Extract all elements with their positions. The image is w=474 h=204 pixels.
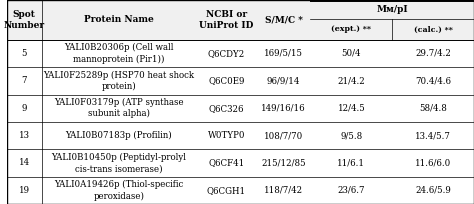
Text: Q6C0E9: Q6C0E9 — [208, 76, 245, 85]
Text: YALI0B07183p (Profilin): YALI0B07183p (Profilin) — [65, 131, 172, 140]
Text: Mм/pI: Mм/pI — [376, 5, 408, 14]
Text: 11.6/6.0: 11.6/6.0 — [415, 159, 451, 167]
Text: 96/9/14: 96/9/14 — [267, 76, 301, 85]
Text: YALI0B10450p (Peptidyl-prolyl
cis-trans isomerase): YALI0B10450p (Peptidyl-prolyl cis-trans … — [51, 153, 186, 173]
Text: (expt.) **: (expt.) ** — [331, 26, 371, 33]
Text: Spot
Number: Spot Number — [4, 10, 45, 30]
Text: 7: 7 — [21, 76, 27, 85]
Text: YALI0A19426p (Thiol-specific
peroxidase): YALI0A19426p (Thiol-specific peroxidase) — [55, 180, 183, 201]
Text: YALI0F03179p (ATP synthase
subunit alpha): YALI0F03179p (ATP synthase subunit alpha… — [54, 98, 184, 118]
Text: 13.4/5.7: 13.4/5.7 — [415, 131, 451, 140]
Text: 12/4.5: 12/4.5 — [337, 104, 365, 113]
Text: 70.4/4.6: 70.4/4.6 — [415, 76, 451, 85]
Text: 13: 13 — [19, 131, 30, 140]
Text: YALI0F25289p (HSP70 heat shock
protein): YALI0F25289p (HSP70 heat shock protein) — [43, 71, 194, 91]
Text: 21/4.2: 21/4.2 — [337, 76, 365, 85]
Bar — [7, 0, 474, 40]
Text: Protein Name: Protein Name — [84, 15, 154, 24]
Text: 215/12/85: 215/12/85 — [261, 159, 306, 167]
Text: 9: 9 — [21, 104, 27, 113]
Text: Q6CDY2: Q6CDY2 — [208, 49, 245, 58]
Text: (calc.) **: (calc.) ** — [414, 26, 453, 33]
Text: 169/5/15: 169/5/15 — [264, 49, 303, 58]
Text: W0TYP0: W0TYP0 — [208, 131, 245, 140]
Text: 58/4.8: 58/4.8 — [419, 104, 447, 113]
Text: NCBI or
UniProt ID: NCBI or UniProt ID — [199, 10, 254, 30]
Text: 19: 19 — [19, 186, 30, 195]
Text: 24.6/5.9: 24.6/5.9 — [415, 186, 451, 195]
Text: 108/7/70: 108/7/70 — [264, 131, 303, 140]
Text: 118/7/42: 118/7/42 — [264, 186, 303, 195]
Text: 50/4: 50/4 — [342, 49, 361, 58]
Text: Q6CGH1: Q6CGH1 — [207, 186, 246, 195]
Text: 11/6.1: 11/6.1 — [337, 159, 365, 167]
Text: 149/16/16: 149/16/16 — [261, 104, 306, 113]
Text: Q6C326: Q6C326 — [209, 104, 244, 113]
Text: S/M/C *: S/M/C * — [264, 15, 302, 24]
Text: YALI0B20306p (Cell wall
mannoprotein (Pir1)): YALI0B20306p (Cell wall mannoprotein (Pi… — [64, 43, 173, 64]
Text: 5: 5 — [21, 49, 27, 58]
Text: 29.7/4.2: 29.7/4.2 — [415, 49, 451, 58]
Text: 14: 14 — [19, 159, 30, 167]
Text: Q6CF41: Q6CF41 — [208, 159, 245, 167]
Text: 23/6.7: 23/6.7 — [337, 186, 365, 195]
Text: 9/5.8: 9/5.8 — [340, 131, 363, 140]
